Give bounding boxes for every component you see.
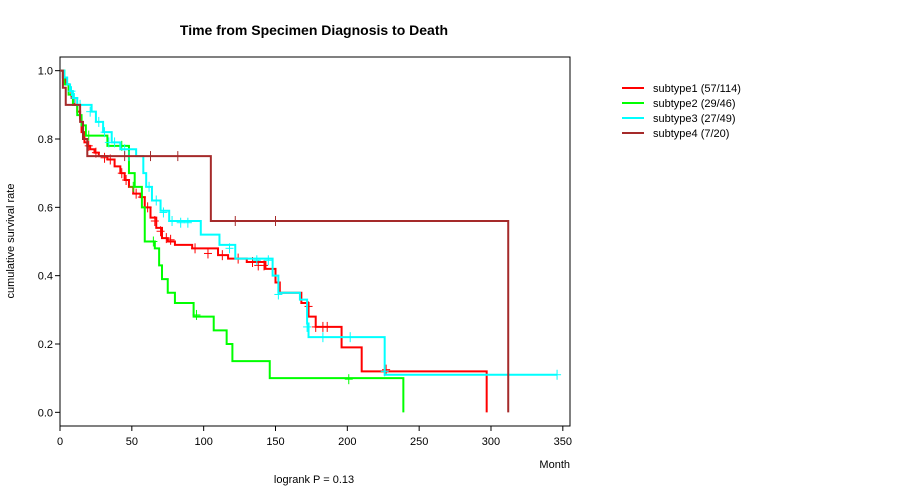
censor-mark	[166, 234, 175, 245]
censor-mark	[70, 93, 79, 103]
censor-mark	[203, 248, 212, 259]
censor-mark	[231, 216, 240, 226]
censor-mark	[110, 137, 119, 148]
censor-mark	[162, 233, 171, 244]
censor-mark	[271, 216, 280, 226]
x-tick-label: 0	[57, 436, 63, 448]
censor-mark	[303, 321, 312, 332]
censor-mark	[94, 116, 103, 127]
censor-mark	[145, 181, 154, 192]
y-tick-label: 0.2	[38, 339, 53, 351]
legend-label: subtype3 (27/49)	[653, 113, 736, 125]
series-3	[60, 69, 562, 380]
censor-mark	[304, 301, 313, 312]
series-4	[60, 69, 510, 413]
x-axis-label: Month	[539, 459, 570, 471]
censor-mark	[264, 255, 273, 266]
censor-mark	[67, 86, 76, 97]
censor-mark	[100, 152, 109, 163]
censor-mark	[380, 366, 389, 377]
legend-item: subtype4 (7/20)	[622, 128, 729, 140]
survival-curve-series-3	[60, 69, 558, 376]
censor-mark	[252, 255, 261, 266]
series-1	[60, 69, 488, 413]
censor-mark	[122, 175, 131, 185]
censor-mark	[168, 216, 177, 226]
censor-mark	[159, 207, 168, 218]
censor-mark	[129, 181, 138, 192]
censor-mark	[100, 127, 109, 138]
legend-item: subtype3 (27/49)	[622, 113, 736, 125]
y-tick-label: 1.0	[38, 66, 53, 78]
censor-mark	[346, 332, 355, 343]
y-axis-label: cumulative survival rate	[5, 184, 17, 299]
legend-label: subtype2 (29/46)	[653, 98, 736, 110]
x-tick-label: 50	[126, 436, 138, 448]
censor-mark	[132, 188, 141, 199]
legend-label: subtype1 (57/114)	[653, 83, 741, 95]
x-tick-label: 350	[554, 436, 572, 448]
censor-mark	[191, 243, 200, 254]
censor-mark	[218, 250, 227, 261]
x-tick-label: 150	[266, 436, 284, 448]
legend-label: subtype4 (7/20)	[653, 128, 729, 140]
survival-curve-series-2	[60, 69, 405, 413]
logrank-p-value: logrank P = 0.13	[274, 474, 354, 486]
plot-area-frame	[59, 56, 571, 427]
censor-mark	[146, 151, 155, 162]
censor-mark	[150, 216, 159, 226]
censor-mark	[176, 217, 185, 228]
censor-mark	[344, 374, 353, 385]
censor-mark	[86, 106, 95, 117]
y-axis: 0.0 0.2 0.4 0.6 0.8 1.0	[38, 66, 60, 419]
censor-mark	[84, 130, 93, 141]
censor-mark	[156, 226, 165, 237]
censor-mark	[192, 309, 201, 320]
y-tick-label: 0.8	[38, 134, 53, 146]
series-layer	[60, 69, 562, 413]
censor-mark	[311, 321, 320, 332]
y-tick-label: 0.0	[38, 407, 53, 419]
censor-mark	[84, 140, 93, 151]
censor-mark	[183, 217, 192, 228]
legend-item: subtype2 (29/46)	[622, 98, 736, 110]
censor-mark	[274, 289, 283, 300]
censor-mark	[323, 321, 332, 332]
y-tick-label: 0.4	[38, 271, 53, 283]
x-axis: 0 50 100 150 200 250 300 350	[57, 426, 572, 448]
survival-curve-series-4	[60, 69, 510, 413]
censor-mark	[553, 369, 562, 380]
x-tick-label: 250	[410, 436, 428, 448]
censor-mark	[149, 236, 158, 247]
censor-mark	[152, 195, 161, 206]
chart-title: Time from Specimen Diagnosis to Death	[180, 22, 448, 38]
y-tick-label: 0.6	[38, 202, 53, 214]
censor-mark	[117, 168, 126, 179]
x-tick-label: 300	[482, 436, 500, 448]
censor-mark	[382, 364, 391, 375]
censor-mark	[120, 151, 129, 162]
censor-mark	[173, 151, 182, 162]
censor-mark	[260, 260, 268, 271]
censor-mark	[318, 332, 327, 343]
x-tick-label: 100	[194, 436, 212, 448]
legend: subtype1 (57/114) subtype2 (29/46) subtype…	[622, 83, 741, 140]
legend-item: subtype1 (57/114)	[622, 83, 741, 95]
survival-curve-series-1	[60, 69, 488, 413]
censor-mark	[225, 243, 234, 254]
series-2	[60, 69, 405, 413]
x-tick-label: 200	[338, 436, 356, 448]
